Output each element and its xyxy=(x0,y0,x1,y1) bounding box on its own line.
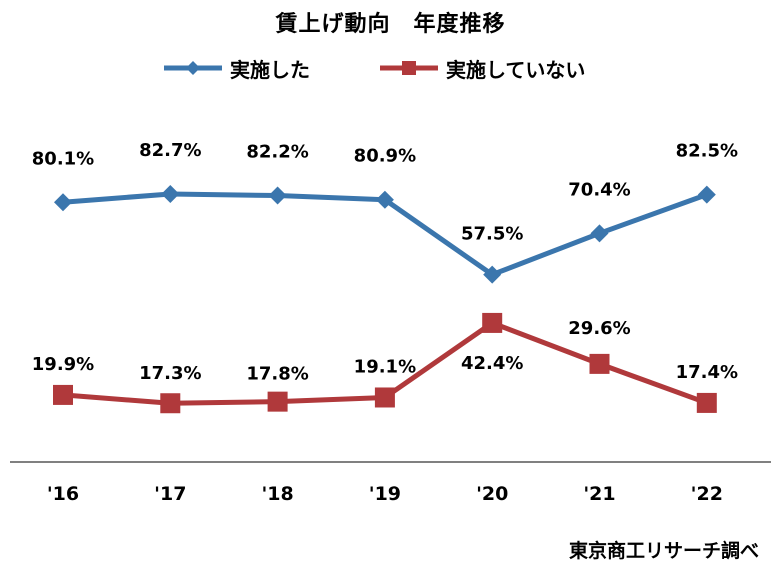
data-label: 82.7% xyxy=(139,140,201,161)
data-label: 19.1% xyxy=(354,356,416,377)
data-label: 57.5% xyxy=(461,224,523,245)
data-label: 42.4% xyxy=(461,353,523,374)
data-point-diamond xyxy=(54,193,72,212)
x-tick-label: '22 xyxy=(691,483,723,505)
chart-legend: 実施した 実施していない xyxy=(0,52,781,84)
legend-marker-red-square xyxy=(380,61,438,75)
x-tick-label: '18 xyxy=(261,483,293,505)
legend-marker-blue-diamond xyxy=(164,61,222,75)
data-point-diamond xyxy=(161,184,180,203)
x-tick-label: '19 xyxy=(369,483,401,505)
data-label: 17.3% xyxy=(139,363,201,384)
data-point-diamond xyxy=(697,185,716,204)
data-label: 19.9% xyxy=(32,354,94,375)
legend-label-implemented: 実施した xyxy=(230,57,310,82)
chart-title: 賃上げ動向 年度推移 xyxy=(275,12,506,37)
data-label: 17.4% xyxy=(676,362,738,383)
x-tick-label: '21 xyxy=(583,483,615,505)
data-label: 80.1% xyxy=(32,148,94,169)
data-point-square xyxy=(160,393,181,414)
data-label: 29.6% xyxy=(568,318,630,339)
data-label: 80.9% xyxy=(354,146,416,167)
data-point-diamond xyxy=(268,186,287,205)
data-point-square xyxy=(374,387,395,408)
legend-label-not-implemented: 実施していない xyxy=(446,57,586,82)
data-label: 82.5% xyxy=(676,141,738,162)
data-label: 17.8% xyxy=(246,364,308,385)
data-point-square xyxy=(482,312,503,333)
data-point-square xyxy=(267,391,288,412)
data-point-diamond xyxy=(590,224,609,243)
data-point-square xyxy=(696,392,717,413)
source-note: 東京商工リサーチ調べ xyxy=(568,540,759,562)
data-point-square xyxy=(53,384,73,405)
legend-item-not-implemented: 実施していない xyxy=(378,52,585,84)
data-label: 70.4% xyxy=(568,179,630,200)
data-point-diamond xyxy=(375,190,394,209)
x-tick-label: '17 xyxy=(154,483,186,505)
data-label: 82.2% xyxy=(246,142,308,163)
legend-item-implemented: 実施した xyxy=(162,52,310,84)
data-point-diamond xyxy=(483,265,502,284)
x-tick-label: '20 xyxy=(476,483,508,505)
data-point-square xyxy=(589,353,610,374)
x-tick-label: '16 xyxy=(47,483,79,505)
